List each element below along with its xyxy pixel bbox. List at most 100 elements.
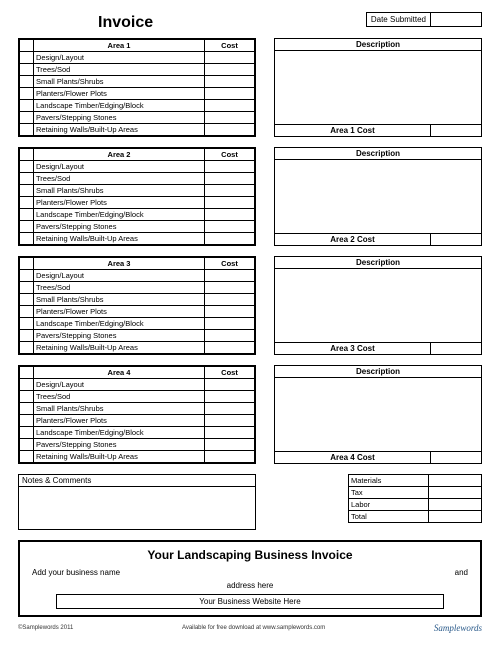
area-cost-value[interactable] — [431, 234, 481, 245]
totals-value[interactable] — [428, 499, 481, 511]
row-cost[interactable] — [205, 76, 255, 88]
footer-business-name[interactable]: Add your business name — [32, 568, 120, 577]
description-body[interactable] — [274, 51, 482, 125]
table-row: Design/Layout — [20, 270, 255, 282]
row-check[interactable] — [20, 100, 34, 112]
row-check[interactable] — [20, 342, 34, 354]
row-cost[interactable] — [205, 439, 255, 451]
row-check[interactable] — [20, 427, 34, 439]
table-row: Small Plants/Shrubs — [20, 76, 255, 88]
table-row: Retaining Walls/Built-Up Areas — [20, 124, 255, 136]
table-row: Planters/Flower Plots — [20, 415, 255, 427]
table-row: Small Plants/Shrubs — [20, 185, 255, 197]
cost-header: Cost — [205, 258, 255, 270]
row-cost[interactable] — [205, 391, 255, 403]
row-check[interactable] — [20, 64, 34, 76]
table-row: Small Plants/Shrubs — [20, 294, 255, 306]
row-check[interactable] — [20, 294, 34, 306]
cost-header: Cost — [205, 367, 255, 379]
row-item: Pavers/Stepping Stones — [34, 221, 205, 233]
row-check[interactable] — [20, 197, 34, 209]
row-check[interactable] — [20, 403, 34, 415]
row-cost[interactable] — [205, 112, 255, 124]
row-cost[interactable] — [205, 294, 255, 306]
footer-address[interactable]: address here — [26, 581, 474, 590]
row-item: Retaining Walls/Built-Up Areas — [34, 124, 205, 136]
row-item: Design/Layout — [34, 52, 205, 64]
row-cost[interactable] — [205, 52, 255, 64]
row-check[interactable] — [20, 221, 34, 233]
row-check[interactable] — [20, 52, 34, 64]
row-check[interactable] — [20, 415, 34, 427]
description-body[interactable] — [274, 160, 482, 234]
row-check[interactable] — [20, 124, 34, 136]
row-cost[interactable] — [205, 318, 255, 330]
notes-header: Notes & Comments — [19, 475, 255, 487]
table-row: Landscape Timber/Edging/Block — [20, 318, 255, 330]
row-check[interactable] — [20, 185, 34, 197]
totals-label: Tax — [349, 487, 429, 499]
row-item: Design/Layout — [34, 270, 205, 282]
row-check[interactable] — [20, 282, 34, 294]
row-cost[interactable] — [205, 330, 255, 342]
row-cost[interactable] — [205, 270, 255, 282]
area-cost-label: Area 2 Cost — [275, 234, 431, 245]
description-body[interactable] — [274, 378, 482, 452]
totals-value[interactable] — [428, 475, 481, 487]
row-check[interactable] — [20, 112, 34, 124]
row-check[interactable] — [20, 270, 34, 282]
row-check[interactable] — [20, 391, 34, 403]
row-cost[interactable] — [205, 161, 255, 173]
row-check[interactable] — [20, 379, 34, 391]
row-cost[interactable] — [205, 306, 255, 318]
row-check[interactable] — [20, 330, 34, 342]
row-item: Pavers/Stepping Stones — [34, 330, 205, 342]
row-cost[interactable] — [205, 342, 255, 354]
table-row: Retaining Walls/Built-Up Areas — [20, 342, 255, 354]
table-row: Landscape Timber/Edging/Block — [20, 427, 255, 439]
area-cost-value[interactable] — [431, 343, 481, 354]
row-check[interactable] — [20, 161, 34, 173]
row-cost[interactable] — [205, 221, 255, 233]
area-cost-value[interactable] — [431, 452, 481, 463]
row-check[interactable] — [20, 88, 34, 100]
row-cost[interactable] — [205, 233, 255, 245]
row-check[interactable] — [20, 209, 34, 221]
row-cost[interactable] — [205, 185, 255, 197]
row-cost[interactable] — [205, 451, 255, 463]
totals-value[interactable] — [428, 511, 481, 523]
table-row: Pavers/Stepping Stones — [20, 221, 255, 233]
row-cost[interactable] — [205, 197, 255, 209]
footer-website[interactable]: Your Business Website Here — [56, 594, 444, 609]
row-check[interactable] — [20, 318, 34, 330]
area-cost-value[interactable] — [431, 125, 481, 136]
row-cost[interactable] — [205, 173, 255, 185]
row-cost[interactable] — [205, 124, 255, 136]
row-check[interactable] — [20, 439, 34, 451]
row-cost[interactable] — [205, 64, 255, 76]
row-check[interactable] — [20, 451, 34, 463]
row-item: Small Plants/Shrubs — [34, 185, 205, 197]
notes-body[interactable] — [19, 487, 255, 529]
row-cost[interactable] — [205, 100, 255, 112]
totals-row: Materials — [349, 475, 482, 487]
row-check[interactable] — [20, 173, 34, 185]
row-cost[interactable] — [205, 379, 255, 391]
date-field[interactable] — [431, 13, 481, 26]
totals-value[interactable] — [428, 487, 481, 499]
table-row: Retaining Walls/Built-Up Areas — [20, 451, 255, 463]
table-row: Pavers/Stepping Stones — [20, 330, 255, 342]
row-cost[interactable] — [205, 88, 255, 100]
row-check[interactable] — [20, 233, 34, 245]
row-cost[interactable] — [205, 209, 255, 221]
description-header: Description — [274, 365, 482, 378]
row-cost[interactable] — [205, 427, 255, 439]
row-check[interactable] — [20, 306, 34, 318]
footer-title: Your Landscaping Business Invoice — [26, 548, 474, 562]
description-body[interactable] — [274, 269, 482, 343]
row-cost[interactable] — [205, 403, 255, 415]
row-cost[interactable] — [205, 415, 255, 427]
table-row: Planters/Flower Plots — [20, 88, 255, 100]
row-check[interactable] — [20, 76, 34, 88]
row-cost[interactable] — [205, 282, 255, 294]
